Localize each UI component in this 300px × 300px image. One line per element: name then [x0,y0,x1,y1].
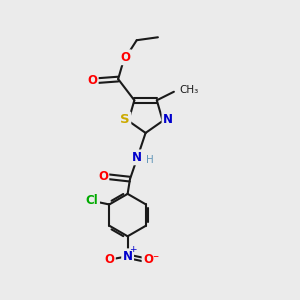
Text: O: O [87,74,97,87]
Text: CH₃: CH₃ [179,85,198,95]
Text: Cl: Cl [86,194,99,207]
Text: O⁻: O⁻ [143,253,159,266]
Text: H: H [146,155,153,165]
Text: N: N [163,113,173,126]
Text: O: O [104,253,114,266]
Text: S: S [120,113,130,126]
Text: +: + [129,245,137,254]
Text: N: N [132,151,142,164]
Text: O: O [98,170,108,183]
Text: O: O [121,51,131,64]
Text: N: N [123,250,133,263]
